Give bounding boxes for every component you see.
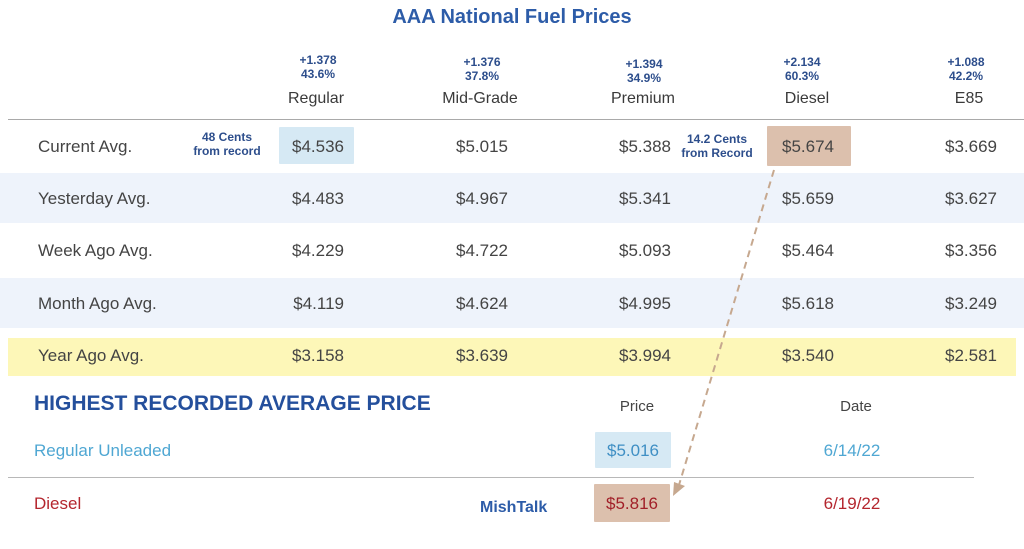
- note-regular-from-record: 48 Cents from record: [177, 130, 277, 158]
- change-diesel: +2.134 60.3%: [752, 55, 852, 83]
- row-label-week: Week Ago Avg.: [38, 241, 153, 260]
- column-header-premium: Premium: [610, 90, 675, 107]
- cell-month-diesel: $5.618: [782, 294, 834, 313]
- cell-current-regular: $4.536: [292, 137, 344, 156]
- row-label-current: Current Avg.: [38, 137, 133, 156]
- cell-month-regular: $4.119: [293, 294, 344, 313]
- change-premium: +1.394 34.9%: [594, 57, 694, 85]
- record-price-regular: $5.016: [607, 441, 659, 460]
- change-e85: +1.088 42.2%: [916, 55, 1016, 83]
- arrow-head: [673, 482, 685, 496]
- change-e85-pct: 42.2%: [948, 69, 984, 83]
- cell-year-midgrade: $3.639: [456, 346, 508, 365]
- arrow-dashed-line: [678, 169, 775, 486]
- record-price-diesel: $5.816: [606, 494, 658, 513]
- highlight-record-regular: [595, 432, 671, 468]
- change-regular-amount: +1.378: [299, 53, 337, 67]
- cell-current-midgrade: $5.015: [456, 137, 508, 156]
- cell-week-regular: $4.229: [292, 241, 344, 260]
- note-diesel-line1: 14.2 Cents: [686, 132, 748, 146]
- row-label-yesterday: Yesterday Avg.: [38, 189, 151, 208]
- cell-current-e85: $3.669: [945, 137, 997, 156]
- cell-week-diesel: $5.464: [782, 241, 834, 260]
- change-diesel-pct: 60.3%: [784, 69, 820, 83]
- cell-year-premium: $3.994: [619, 346, 671, 365]
- change-premium-amount: +1.394: [625, 57, 663, 71]
- cell-year-diesel: $3.540: [782, 346, 834, 365]
- record-divider: [8, 477, 974, 478]
- cell-current-diesel: $5.674: [782, 137, 834, 156]
- column-header-e85: E85: [954, 90, 984, 107]
- note-regular-line1: 48 Cents: [201, 130, 253, 144]
- record-price-header: Price: [619, 398, 655, 415]
- header-divider: [8, 119, 1024, 120]
- row-label-month: Month Ago Avg.: [38, 294, 157, 313]
- cell-yesterday-diesel: $5.659: [782, 189, 834, 208]
- record-label-regular: Regular Unleaded: [34, 441, 172, 460]
- change-midgrade-amount: +1.376: [463, 55, 501, 69]
- cell-yesterday-premium: $5.341: [619, 189, 671, 208]
- column-header-regular: Regular: [287, 90, 345, 107]
- change-regular-pct: 43.6%: [300, 67, 336, 81]
- cell-week-midgrade: $4.722: [456, 241, 508, 260]
- watermark-mishtalk: MishTalk: [480, 499, 548, 516]
- cell-month-e85: $3.249: [945, 294, 997, 313]
- cell-current-premium: $5.388: [619, 137, 671, 156]
- cell-yesterday-midgrade: $4.967: [456, 189, 508, 208]
- row-band-month: [0, 278, 1024, 328]
- cell-yesterday-regular: $4.483: [292, 189, 344, 208]
- change-premium-pct: 34.9%: [626, 71, 662, 85]
- note-regular-line2: from record: [193, 144, 261, 158]
- change-diesel-amount: +2.134: [783, 55, 821, 69]
- note-diesel-line2: from Record: [681, 146, 753, 160]
- change-midgrade: +1.376 37.8%: [432, 55, 532, 83]
- cell-week-premium: $5.093: [619, 241, 671, 260]
- cell-month-premium: $4.995: [619, 294, 671, 313]
- change-midgrade-pct: 37.8%: [464, 69, 500, 83]
- change-regular: +1.378 43.6%: [268, 53, 368, 81]
- change-e85-amount: +1.088: [947, 55, 985, 69]
- highlight-current-diesel: [767, 126, 851, 166]
- chart-title: AAA National Fuel Prices: [392, 6, 632, 28]
- cell-month-midgrade: $4.624: [456, 294, 508, 313]
- row-label-year: Year Ago Avg.: [38, 346, 144, 365]
- cell-yesterday-e85: $3.627: [945, 189, 997, 208]
- record-date-diesel: 6/19/22: [823, 494, 881, 513]
- note-diesel-from-record: 14.2 Cents from Record: [667, 132, 767, 160]
- column-header-diesel: Diesel: [784, 90, 830, 107]
- record-heading: HIGHEST RECORDED AVERAGE PRICE: [34, 392, 431, 415]
- row-band-yesterday: [0, 173, 1024, 223]
- cell-year-regular: $3.158: [292, 346, 344, 365]
- record-date-header: Date: [840, 398, 872, 415]
- cell-year-e85: $2.581: [945, 346, 997, 365]
- highlight-current-regular: [279, 127, 354, 164]
- record-date-regular: 6/14/22: [823, 441, 881, 460]
- column-header-midgrade: Mid-Grade: [442, 90, 518, 107]
- highlight-record-diesel: [594, 484, 670, 522]
- record-label-diesel: Diesel: [34, 494, 82, 513]
- cell-week-e85: $3.356: [945, 241, 997, 260]
- row-band-year: [8, 338, 1016, 376]
